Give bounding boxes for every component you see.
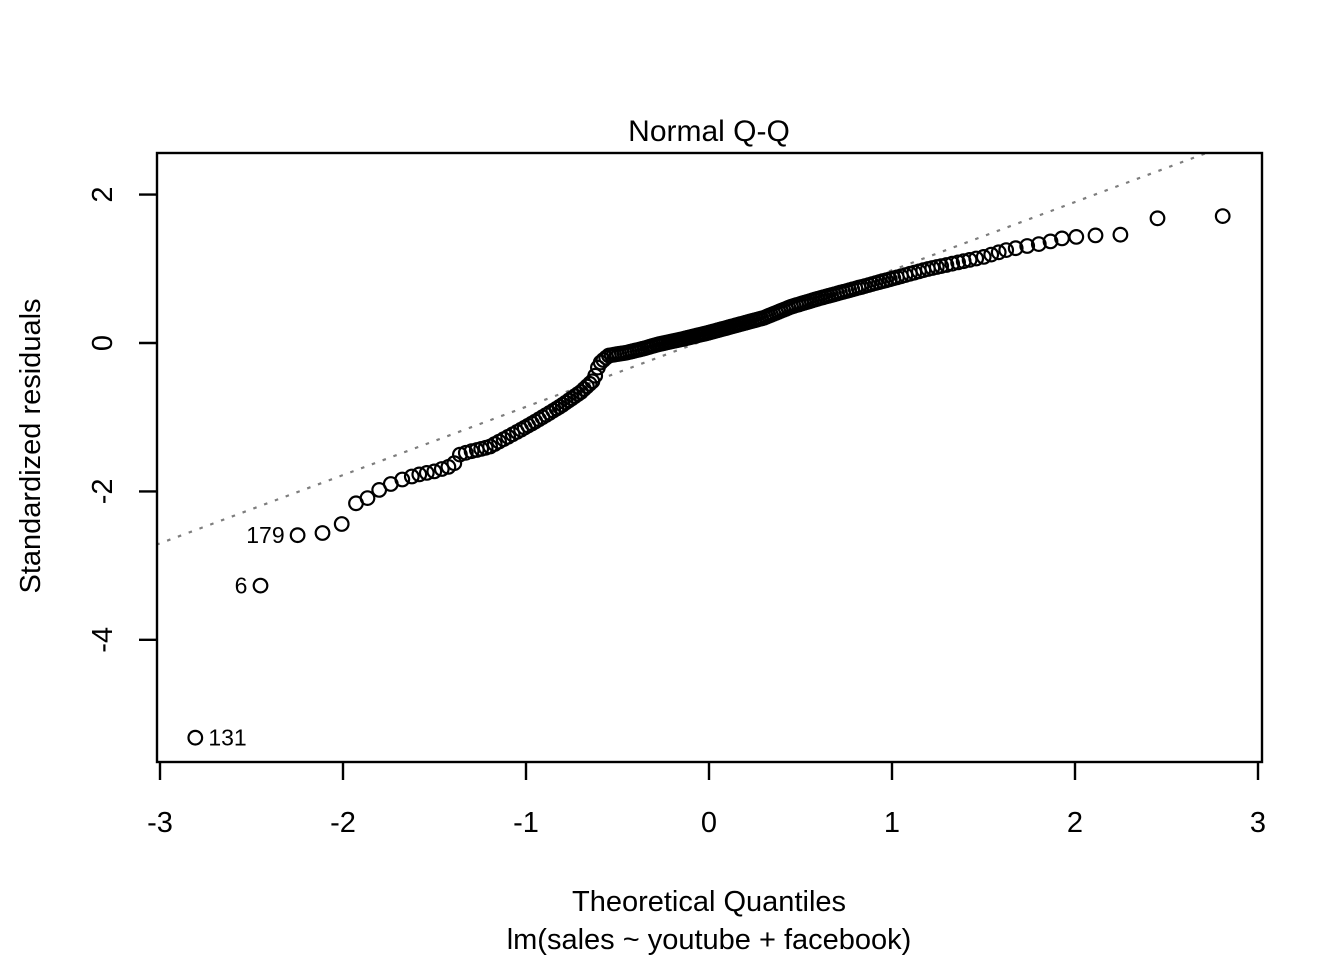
x-tick-label: 2: [1067, 807, 1083, 839]
outlier-label: 179: [246, 522, 284, 548]
data-points-layer: [187, 208, 1231, 746]
outlier-labels-layer: 131 6 179: [208, 522, 284, 751]
axis-ticks-layer: -3 -2 -1 0 1 2 3 -4 -2 0 2: [87, 187, 1266, 839]
reference-line-layer: [155, 151, 1209, 546]
x-tick-label: -1: [513, 807, 539, 839]
data-point: [983, 246, 1000, 263]
data-point: [968, 250, 985, 267]
x-tick-label: 1: [884, 807, 900, 839]
data-point: [394, 471, 411, 488]
data-point: [938, 257, 955, 273]
y-axis-label: Standardized residuals: [15, 298, 47, 593]
y-tick-label-group: -2: [87, 479, 119, 505]
data-point: [1030, 236, 1047, 253]
y-axis-label-group: Standardized residuals: [15, 298, 47, 593]
outlier-label: 131: [208, 725, 246, 751]
data-point: [359, 490, 376, 507]
data-point: [1087, 227, 1104, 244]
data-point: [252, 577, 269, 594]
y-tick-label: 0: [87, 335, 119, 351]
data-point: [950, 254, 966, 271]
data-point: [1214, 208, 1231, 225]
x-tick-label: 0: [701, 807, 717, 839]
data-point: [587, 367, 604, 384]
x-axis-label: Theoretical Quantiles: [572, 886, 846, 918]
data-point: [403, 468, 420, 485]
data-point: [426, 463, 443, 480]
data-point: [998, 242, 1015, 259]
data-point: [1007, 240, 1024, 257]
data-point: [1019, 238, 1036, 254]
data-point: [1042, 233, 1059, 250]
data-point: [187, 729, 204, 746]
qq-reference-line: [155, 151, 1209, 546]
chart-title: Normal Q-Q: [628, 115, 790, 148]
y-tick-label-group: -4: [87, 627, 119, 653]
data-point: [1068, 228, 1085, 245]
x-axis-sublabel: lm(sales ~ youtube + facebook): [507, 924, 912, 956]
y-tick-label: 2: [87, 187, 119, 203]
data-point: [1149, 210, 1166, 227]
data-point: [581, 375, 598, 392]
x-tick-label: -2: [330, 807, 356, 839]
data-point: [314, 525, 331, 541]
outlier-label: 6: [235, 573, 248, 599]
data-point: [289, 527, 306, 544]
data-point: [433, 461, 450, 477]
x-tick-label: 3: [1250, 807, 1266, 839]
x-tick-label: -3: [147, 807, 173, 839]
y-tick-label: -4: [87, 627, 119, 653]
y-tick-label: -2: [87, 479, 119, 505]
plot-box: [155, 151, 1264, 764]
data-point: [944, 255, 961, 272]
y-tick-label-group: 0: [87, 335, 119, 351]
y-tick-label-group: 2: [87, 187, 119, 203]
data-point: [411, 466, 428, 483]
data-point: [1112, 226, 1129, 243]
data-point: [990, 244, 1007, 261]
data-point: [418, 465, 435, 481]
data-point: [333, 516, 350, 532]
data-point: [975, 248, 992, 265]
